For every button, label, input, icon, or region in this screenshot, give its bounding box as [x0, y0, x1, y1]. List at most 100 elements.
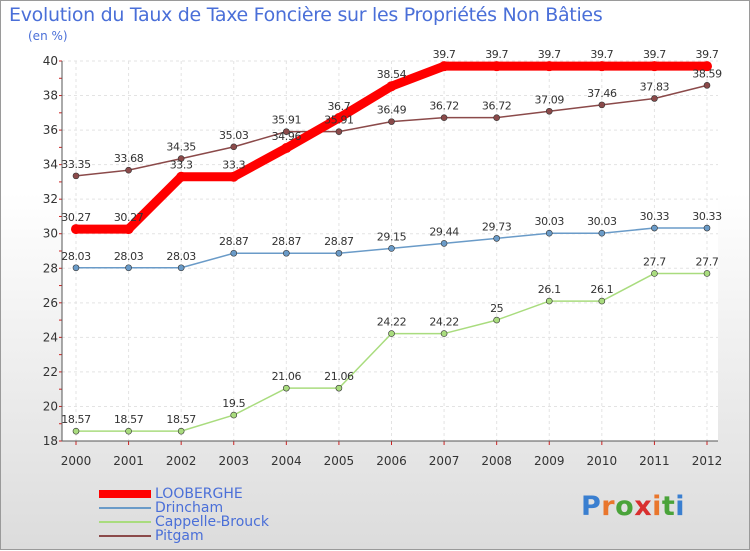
data-point-drincham — [125, 264, 132, 272]
data-point-cappelle-brouck — [72, 427, 80, 435]
x-tick-label: 2005 — [324, 454, 355, 468]
data-point-pitgam — [283, 128, 290, 135]
data-point-looberghe — [544, 61, 555, 72]
data-label-pitgam: 37.83 — [640, 80, 670, 93]
x-tick-label: 2010 — [587, 454, 618, 468]
data-point-looberghe — [123, 224, 134, 235]
legend-label: Cappelle-Brouck — [155, 514, 269, 530]
data-label-looberghe: 33.3 — [222, 159, 245, 172]
data-label-looberghe: 39.7 — [590, 48, 613, 61]
data-label-drincham: 30.03 — [535, 215, 565, 228]
data-point-looberghe — [281, 143, 292, 154]
data-label-looberghe: 33.3 — [170, 159, 193, 172]
x-tick-label: 2001 — [113, 454, 144, 468]
legend-label: LOOBERGHE — [155, 486, 243, 502]
data-label-cappelle-brouck: 18.57 — [114, 413, 144, 426]
x-tick-label: 2004 — [271, 454, 302, 468]
data-label-looberghe: 39.7 — [696, 48, 719, 61]
data-point-pitgam — [598, 101, 606, 109]
x-tick-label: 2009 — [534, 454, 565, 468]
data-label-cappelle-brouck: 25 — [490, 302, 504, 315]
data-label-drincham: 28.87 — [272, 235, 302, 248]
data-label-pitgam: 37.09 — [535, 93, 565, 106]
data-label-drincham: 29.44 — [429, 225, 459, 238]
data-label-pitgam: 35.91 — [324, 114, 354, 127]
data-point-looberghe — [228, 171, 239, 182]
data-point-looberghe — [71, 224, 81, 235]
data-point-drincham — [283, 249, 290, 257]
data-point-drincham — [545, 229, 553, 237]
data-label-drincham: 30.33 — [640, 210, 670, 223]
y-tick-label: 34 — [43, 158, 58, 172]
data-point-cappelle-brouck — [125, 427, 132, 435]
chart-unit-label: (en %) — [28, 29, 68, 43]
data-point-drincham — [440, 240, 448, 247]
data-point-pitgam — [177, 155, 185, 162]
data-label-drincham: 28.87 — [324, 235, 354, 248]
data-point-drincham — [230, 249, 238, 257]
data-label-cappelle-brouck: 27.7 — [696, 255, 719, 268]
data-label-cappelle-brouck: 26.1 — [538, 283, 561, 296]
legend-item-drincham: Drincham — [99, 501, 269, 515]
y-tick-label: 30 — [43, 227, 58, 241]
y-tick-label: 32 — [43, 192, 58, 206]
data-point-looberghe — [176, 171, 187, 182]
data-point-looberghe — [491, 61, 502, 72]
legend-item-pitgam: Pitgam — [99, 529, 269, 543]
data-point-cappelle-brouck — [230, 411, 238, 419]
data-point-drincham — [388, 245, 395, 252]
y-tick-label: 40 — [43, 54, 58, 68]
data-label-pitgam: 37.46 — [587, 87, 617, 100]
data-label-drincham: 28.03 — [166, 250, 196, 263]
data-point-cappelle-brouck — [703, 270, 711, 277]
data-label-looberghe: 39.7 — [433, 48, 456, 61]
data-label-cappelle-brouck: 19.5 — [222, 397, 245, 410]
data-point-drincham — [493, 235, 500, 242]
data-point-drincham — [703, 224, 711, 232]
x-tick-label: 2006 — [376, 454, 407, 468]
data-point-pitgam — [72, 172, 80, 180]
data-point-pitgam — [493, 114, 500, 121]
data-point-drincham — [598, 229, 606, 237]
y-tick-label: 36 — [43, 123, 58, 137]
data-label-drincham: 29.15 — [377, 230, 407, 243]
data-label-cappelle-brouck: 24.22 — [429, 316, 459, 329]
y-tick-label: 22 — [43, 365, 58, 379]
data-label-cappelle-brouck: 18.57 — [61, 413, 91, 426]
data-label-pitgam: 36.72 — [429, 100, 459, 113]
logo-letter: i — [652, 491, 662, 522]
data-label-drincham: 30.03 — [587, 215, 617, 228]
data-label-pitgam: 35.91 — [272, 114, 302, 127]
legend-label: Drincham — [155, 500, 224, 516]
data-point-looberghe — [439, 61, 450, 72]
chart-legend: LOOBERGHE Drincham Cappelle-Brouck Pitgam — [99, 487, 269, 543]
y-tick-label: 26 — [43, 296, 58, 310]
data-point-cappelle-brouck — [177, 427, 185, 435]
legend-swatch — [99, 507, 151, 509]
y-tick-label: 20 — [43, 399, 58, 413]
data-point-looberghe — [333, 113, 344, 123]
data-point-drincham — [177, 264, 185, 272]
data-label-looberghe: 36.7 — [327, 100, 350, 113]
data-label-cappelle-brouck: 18.57 — [166, 413, 196, 426]
data-label-pitgam: 33.35 — [61, 158, 91, 171]
data-point-cappelle-brouck — [493, 316, 500, 324]
proxiti-logo: Proxiti — [581, 491, 685, 522]
data-point-drincham — [335, 249, 343, 257]
data-label-pitgam: 36.72 — [482, 100, 512, 113]
x-tick-label: 2002 — [166, 454, 197, 468]
y-tick-label: 24 — [43, 330, 58, 344]
legend-swatch — [99, 535, 151, 537]
data-point-cappelle-brouck — [335, 384, 343, 392]
data-label-pitgam: 35.03 — [219, 129, 249, 142]
data-point-pitgam — [388, 118, 395, 125]
data-label-drincham: 28.03 — [61, 250, 91, 263]
data-point-drincham — [72, 264, 80, 272]
data-point-pitgam — [703, 82, 711, 89]
data-point-pitgam — [545, 107, 553, 115]
data-label-drincham: 28.87 — [219, 235, 249, 248]
data-label-cappelle-brouck: 21.06 — [324, 370, 354, 383]
data-label-pitgam: 38.59 — [692, 67, 722, 80]
y-tick-label: 18 — [43, 434, 58, 448]
